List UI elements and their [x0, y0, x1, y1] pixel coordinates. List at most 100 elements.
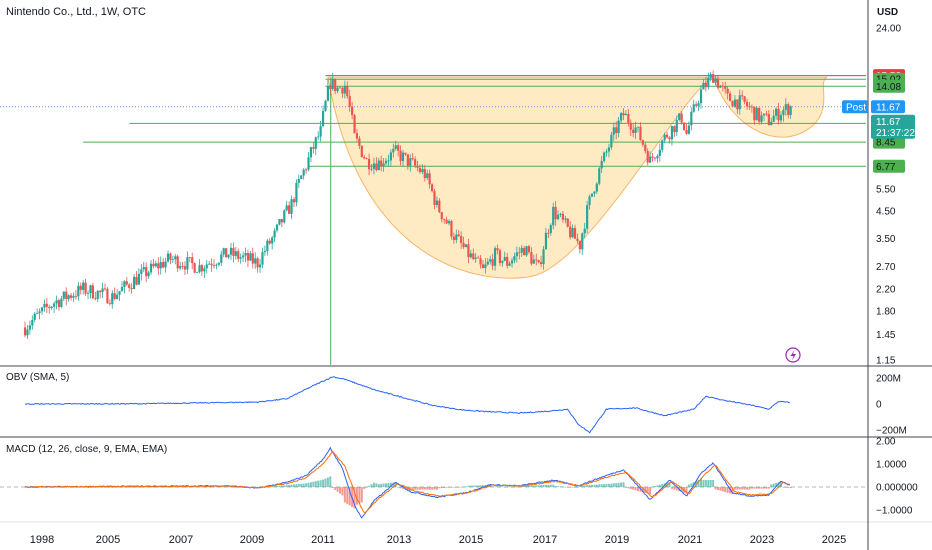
candle[interactable]: [438, 198, 441, 214]
candle[interactable]: [515, 246, 518, 263]
candle[interactable]: [455, 229, 458, 244]
candle[interactable]: [343, 80, 346, 99]
candle[interactable]: [377, 157, 380, 171]
candle[interactable]: [283, 209, 286, 224]
candle[interactable]: [251, 247, 254, 269]
candle[interactable]: [552, 202, 555, 230]
candle[interactable]: [527, 244, 531, 254]
candle[interactable]: [26, 324, 29, 339]
candle[interactable]: [493, 246, 497, 271]
cup-and-handle-pattern[interactable]: [327, 76, 828, 279]
candle[interactable]: [753, 106, 756, 125]
candle[interactable]: [765, 110, 768, 117]
candle[interactable]: [365, 157, 368, 160]
candle[interactable]: [234, 246, 237, 260]
candle[interactable]: [268, 238, 271, 245]
candle[interactable]: [99, 289, 102, 299]
candle[interactable]: [467, 238, 470, 264]
candle[interactable]: [176, 254, 179, 272]
candle[interactable]: [307, 152, 310, 172]
candle[interactable]: [193, 262, 196, 274]
candle[interactable]: [612, 122, 615, 142]
candle[interactable]: [777, 103, 780, 125]
candle[interactable]: [484, 258, 487, 274]
candle[interactable]: [375, 157, 378, 172]
candle[interactable]: [135, 271, 138, 286]
candle[interactable]: [152, 258, 155, 269]
candle[interactable]: [571, 224, 574, 239]
candle[interactable]: [205, 260, 208, 274]
candle[interactable]: [266, 238, 269, 256]
candle[interactable]: [157, 257, 160, 276]
candle[interactable]: [84, 278, 87, 296]
candle[interactable]: [581, 232, 584, 255]
candle[interactable]: [610, 132, 613, 150]
candle[interactable]: [212, 259, 216, 269]
candle[interactable]: [113, 287, 116, 301]
candle[interactable]: [605, 148, 608, 157]
candle[interactable]: [523, 246, 526, 256]
candle[interactable]: [520, 245, 523, 257]
candle[interactable]: [186, 251, 189, 275]
candle[interactable]: [50, 305, 53, 311]
candle[interactable]: [360, 145, 363, 158]
candle[interactable]: [191, 252, 194, 270]
candle[interactable]: [401, 149, 405, 167]
candle[interactable]: [263, 245, 267, 256]
candle[interactable]: [501, 260, 504, 267]
candle[interactable]: [624, 110, 628, 116]
candle[interactable]: [33, 312, 36, 323]
candle[interactable]: [457, 230, 460, 237]
candle[interactable]: [132, 273, 136, 290]
candle[interactable]: [384, 157, 388, 166]
candle[interactable]: [738, 89, 741, 115]
candle[interactable]: [38, 308, 41, 320]
candle[interactable]: [353, 114, 356, 134]
candle[interactable]: [661, 139, 664, 153]
candle[interactable]: [772, 109, 775, 122]
candle[interactable]: [258, 258, 262, 273]
candle[interactable]: [590, 193, 594, 198]
candle[interactable]: [232, 242, 235, 263]
candle[interactable]: [748, 102, 751, 111]
candle[interactable]: [280, 218, 283, 227]
candle[interactable]: [641, 139, 644, 147]
candle[interactable]: [670, 125, 674, 146]
candle[interactable]: [358, 136, 361, 150]
candle[interactable]: [278, 219, 281, 226]
candle[interactable]: [220, 250, 223, 267]
candle[interactable]: [426, 169, 429, 181]
candle[interactable]: [348, 89, 351, 112]
level-badge-6.77[interactable]: 6.77: [873, 159, 905, 173]
candle[interactable]: [370, 163, 373, 172]
candle[interactable]: [77, 281, 80, 301]
candle[interactable]: [450, 219, 453, 240]
candle[interactable]: [317, 131, 320, 141]
candle[interactable]: [239, 253, 242, 264]
candle[interactable]: [549, 223, 552, 236]
candle[interactable]: [680, 111, 683, 125]
candle[interactable]: [704, 76, 707, 92]
candle[interactable]: [460, 231, 463, 249]
candle[interactable]: [120, 281, 124, 292]
candle[interactable]: [428, 169, 431, 189]
candle[interactable]: [108, 299, 111, 306]
candle[interactable]: [302, 168, 305, 180]
candle[interactable]: [261, 247, 264, 269]
candle[interactable]: [569, 221, 572, 240]
candle[interactable]: [663, 132, 666, 144]
current-price-badge[interactable]: 11.67 Post: [842, 100, 905, 114]
candle[interactable]: [489, 255, 492, 265]
candle[interactable]: [86, 290, 90, 299]
candle[interactable]: [91, 282, 94, 300]
candle[interactable]: [203, 265, 206, 279]
candle[interactable]: [719, 85, 722, 88]
candle[interactable]: [179, 261, 182, 271]
candle[interactable]: [273, 228, 276, 243]
candle[interactable]: [297, 174, 300, 188]
candle[interactable]: [111, 290, 114, 309]
candle[interactable]: [336, 86, 339, 94]
candle[interactable]: [615, 121, 618, 140]
candle[interactable]: [125, 276, 128, 287]
